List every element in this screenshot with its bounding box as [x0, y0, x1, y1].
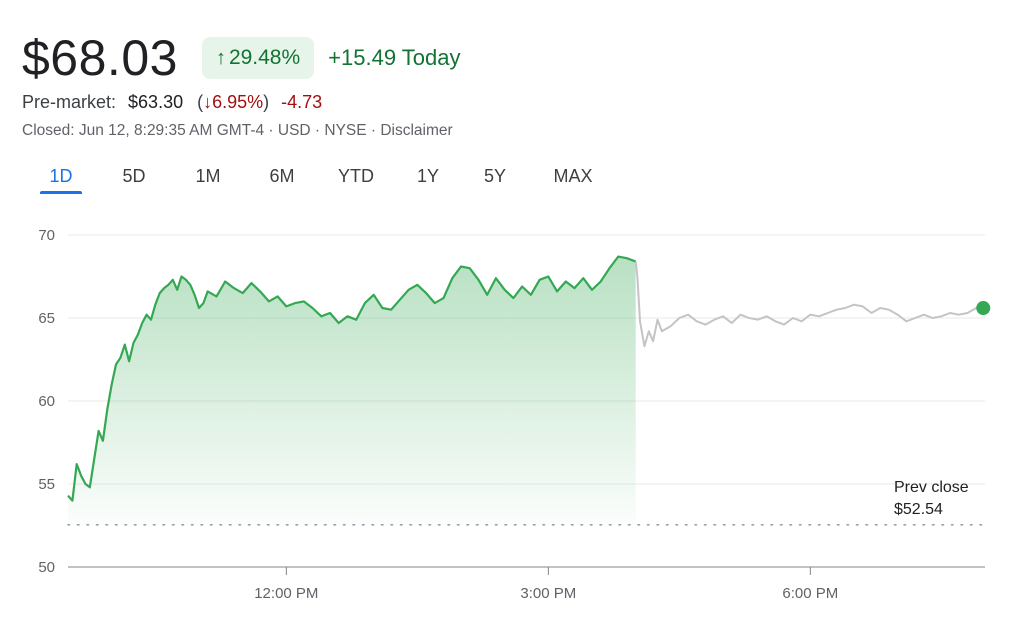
y-tick-label: 65 — [38, 310, 55, 327]
y-tick-label: 55 — [38, 476, 55, 493]
premarket-label: Pre-market: — [22, 92, 117, 112]
tab-1d[interactable]: 1D — [40, 162, 82, 194]
x-tick-label: 3:00 PM — [520, 585, 576, 602]
tab-1y[interactable]: 1Y — [416, 165, 440, 186]
prev-close-label: Prev close — [894, 479, 969, 496]
tab-max[interactable]: MAX — [553, 165, 593, 186]
arrow-up-icon: ↑ — [215, 46, 226, 69]
change-percent-badge: ↑ 29.48% — [201, 37, 315, 79]
x-axis: 12:00 PM 3:00 PM 6:00 PM — [254, 567, 838, 602]
x-tick-label: 12:00 PM — [254, 585, 318, 602]
tab-ytd[interactable]: YTD — [338, 165, 374, 186]
premarket-percent-value: 6.95% — [212, 92, 264, 112]
premarket-price: $63.30 — [128, 92, 184, 112]
price-chart[interactable]: 70 65 60 55 50 12:00 PM 3:00 PM 6:00 PM Prev c… — [0, 210, 1024, 631]
y-axis-labels: 70 65 60 55 50 — [38, 227, 55, 576]
range-tabs: 1D 5D 1M 6M YTD 1Y 5Y MAX — [22, 162, 598, 194]
arrow-down-icon: ↓ — [203, 92, 213, 112]
market-status-line: Closed: Jun 12, 8:29:35 AM GMT-4 · USD ·… — [22, 122, 453, 139]
regular-session-line — [67, 255, 637, 502]
tab-1m[interactable]: 1M — [195, 165, 221, 186]
y-tick-label: 60 — [38, 393, 55, 410]
premarket-percent: (↓6.95%) — [197, 92, 270, 112]
x-tick-label: 6:00 PM — [782, 585, 838, 602]
after-hours-line — [634, 261, 984, 348]
prev-close-value: $52.54 — [894, 501, 943, 518]
change-percent: 29.48% — [228, 46, 301, 69]
tab-5d[interactable]: 5D — [122, 165, 146, 186]
change-today: +15.49 Today — [328, 45, 461, 70]
tab-6m[interactable]: 6M — [269, 165, 295, 186]
premarket-row: Pre-market: $63.30 (↓6.95%) -4.73 — [22, 92, 322, 113]
premarket-change: -4.73 — [281, 92, 323, 112]
current-price: $68.03 — [22, 30, 178, 86]
last-price-dot[interactable] — [976, 301, 991, 316]
y-tick-label: 50 — [38, 559, 55, 576]
y-tick-label: 70 — [38, 227, 55, 244]
tab-5y[interactable]: 5Y — [483, 165, 507, 186]
price-row: $68.03 ↑ 29.48% +15.49 Today — [22, 28, 461, 88]
regular-session-area — [68, 256, 636, 525]
